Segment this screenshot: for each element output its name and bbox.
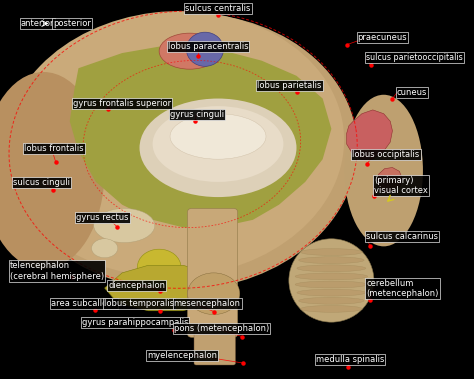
Text: sulcus cinguli: sulcus cinguli <box>13 178 70 187</box>
Ellipse shape <box>170 114 266 159</box>
Text: gyrus frontalis superior: gyrus frontalis superior <box>73 99 172 108</box>
Text: lobus paracentralis: lobus paracentralis <box>168 42 248 51</box>
Text: gyrus rectus: gyrus rectus <box>76 213 129 222</box>
Text: telencephalon
(cerebral hemisphere): telencephalon (cerebral hemisphere) <box>9 261 104 281</box>
Ellipse shape <box>301 249 362 255</box>
Ellipse shape <box>137 249 181 285</box>
Text: anterior: anterior <box>21 19 55 28</box>
Ellipse shape <box>295 273 367 280</box>
Ellipse shape <box>91 239 118 258</box>
Ellipse shape <box>139 99 297 197</box>
Text: gyrus parahippocampalis: gyrus parahippocampalis <box>82 318 189 327</box>
Ellipse shape <box>9 13 357 290</box>
Polygon shape <box>346 110 392 159</box>
Ellipse shape <box>94 208 155 243</box>
Text: lobus parietalis: lobus parietalis <box>257 81 322 90</box>
Text: lobus frontalis: lobus frontalis <box>24 144 83 153</box>
Ellipse shape <box>301 305 362 312</box>
Ellipse shape <box>295 281 367 288</box>
Text: lobus temporalis: lobus temporalis <box>104 299 174 309</box>
Ellipse shape <box>153 106 283 182</box>
FancyBboxPatch shape <box>188 208 237 337</box>
Ellipse shape <box>297 265 366 272</box>
Ellipse shape <box>159 33 220 69</box>
Polygon shape <box>377 168 402 193</box>
Text: gyrus cinguli: gyrus cinguli <box>170 110 224 119</box>
Text: sulcus calcarinus: sulcus calcarinus <box>366 232 438 241</box>
Text: myelencephalon: myelencephalon <box>147 351 217 360</box>
Ellipse shape <box>299 257 364 263</box>
Text: medulla spinalis: medulla spinalis <box>316 355 384 364</box>
Text: lobus occipitalis: lobus occipitalis <box>352 150 419 159</box>
Text: cuneus: cuneus <box>397 88 427 97</box>
Polygon shape <box>105 265 218 311</box>
Ellipse shape <box>345 95 423 246</box>
Text: cerebellum
(metencephalon): cerebellum (metencephalon) <box>366 279 438 299</box>
Text: praecuneus: praecuneus <box>357 33 407 42</box>
Text: sulcus centralis: sulcus centralis <box>185 4 251 13</box>
Ellipse shape <box>188 273 240 315</box>
Ellipse shape <box>289 239 374 322</box>
Text: sulcus parietooccipitalis: sulcus parietooccipitalis <box>366 53 463 62</box>
Ellipse shape <box>5 11 344 277</box>
Ellipse shape <box>299 298 364 304</box>
Ellipse shape <box>297 289 366 296</box>
Text: mesencephalon: mesencephalon <box>173 299 240 309</box>
Text: pons (metencephalon): pons (metencephalon) <box>173 324 269 334</box>
Text: posterior: posterior <box>53 19 91 28</box>
Ellipse shape <box>186 32 223 66</box>
Ellipse shape <box>0 72 105 269</box>
Text: diencephalon: diencephalon <box>108 280 165 290</box>
Text: (primary)
visual cortex: (primary) visual cortex <box>374 176 428 196</box>
Text: area subcallosa: area subcallosa <box>52 299 117 309</box>
FancyBboxPatch shape <box>194 327 236 365</box>
Polygon shape <box>70 45 331 227</box>
